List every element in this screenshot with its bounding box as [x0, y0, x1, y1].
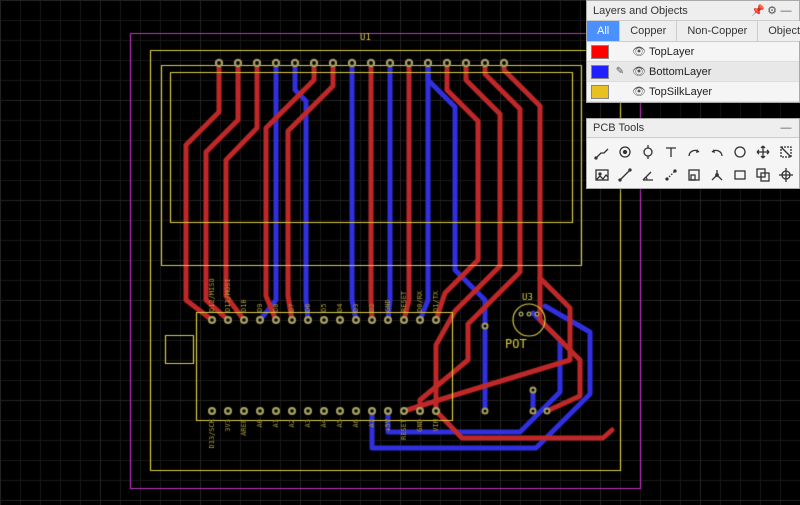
layer-swatch — [591, 45, 609, 59]
tool-angle[interactable] — [637, 164, 658, 185]
tool-origin[interactable] — [775, 164, 796, 185]
tools-panel-title[interactable]: PCB Tools — — [587, 119, 799, 138]
layer-row-topsilklayer[interactable]: 👁TopSilkLayer — [587, 82, 799, 102]
minimize-icon[interactable]: — — [779, 5, 793, 17]
tab-non-copper[interactable]: Non-Copper — [677, 21, 758, 41]
layer-swatch — [591, 85, 609, 99]
layers-panel-title[interactable]: Layers and Objects 📌 ⚙ — — [587, 1, 799, 21]
layer-row-toplayer[interactable]: 👁TopLayer — [587, 42, 799, 62]
tools-title-text: PCB Tools — [593, 122, 644, 134]
pcb-tools-panel: PCB Tools — — [586, 118, 800, 189]
layers-title-text: Layers and Objects — [593, 5, 688, 17]
layer-name: TopLayer — [649, 46, 694, 58]
pencil-icon[interactable] — [613, 85, 627, 99]
layer-list: 👁TopLayer✎👁BottomLayer👁TopSilkLayer — [587, 42, 799, 102]
tool-region[interactable] — [775, 141, 796, 162]
layer-swatch — [591, 65, 609, 79]
tab-copper[interactable]: Copper — [620, 21, 677, 41]
tool-via[interactable] — [637, 141, 658, 162]
tool-dim[interactable] — [660, 164, 681, 185]
tool-group[interactable] — [752, 164, 773, 185]
layer-name: BottomLayer — [649, 66, 711, 78]
layers-panel: Layers and Objects 📌 ⚙ — AllCopperNon-Co… — [586, 0, 800, 103]
tool-copper-area[interactable] — [683, 164, 704, 185]
layer-row-bottomlayer[interactable]: ✎ 👁BottomLayer — [587, 62, 799, 82]
tool-circle[interactable] — [729, 141, 750, 162]
tab-object[interactable]: Object — [758, 21, 800, 41]
layer-tabs: AllCopperNon-CopperObject — [587, 21, 799, 42]
tool-arc-cw[interactable] — [683, 141, 704, 162]
tab-all[interactable]: All — [587, 21, 620, 41]
tool-track[interactable] — [591, 141, 612, 162]
pin-icon[interactable]: 📌 — [751, 4, 765, 17]
tool-line[interactable] — [614, 164, 635, 185]
tool-text[interactable] — [660, 141, 681, 162]
eye-icon[interactable]: 👁 — [631, 45, 647, 58]
eye-icon[interactable]: 👁 — [631, 65, 647, 78]
tool-move[interactable] — [752, 141, 773, 162]
pencil-icon[interactable]: ✎ — [613, 65, 627, 79]
tool-rect[interactable] — [729, 164, 750, 185]
tool-image[interactable] — [591, 164, 612, 185]
minimize-icon[interactable]: — — [779, 122, 793, 134]
layer-name: TopSilkLayer — [649, 86, 712, 98]
tool-grid — [587, 138, 799, 188]
gear-icon[interactable]: ⚙ — [765, 4, 779, 17]
eye-icon[interactable]: 👁 — [631, 85, 647, 98]
pencil-icon[interactable] — [613, 45, 627, 59]
tool-pad[interactable] — [614, 141, 635, 162]
tool-arc-ccw[interactable] — [706, 141, 727, 162]
tool-net[interactable] — [706, 164, 727, 185]
